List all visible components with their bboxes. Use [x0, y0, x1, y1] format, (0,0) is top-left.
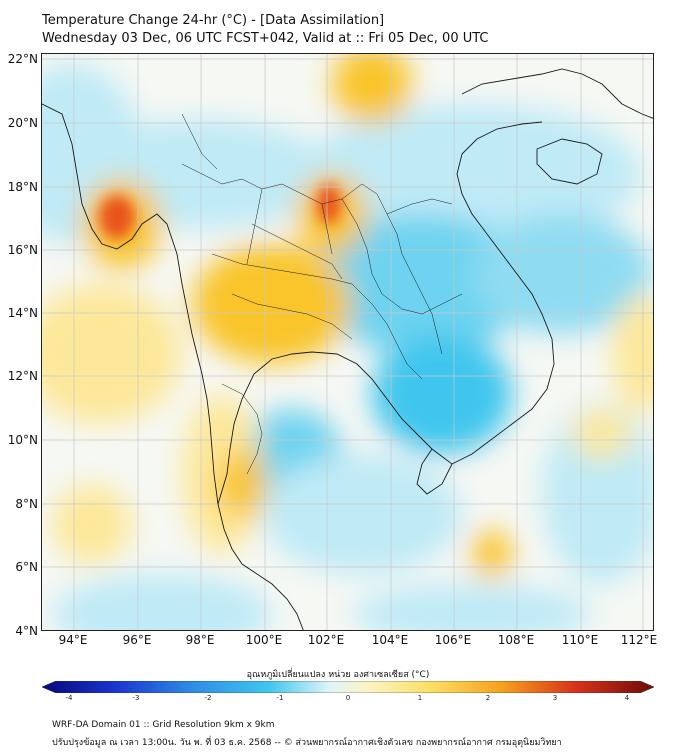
- temperature-map: [42, 54, 653, 630]
- lon-label-108e: 108°E: [497, 633, 535, 647]
- lon-label-106e: 106°E: [434, 633, 472, 647]
- lat-label-18n: 18°N: [7, 180, 38, 194]
- lat-label-10n: 10°N: [7, 433, 38, 447]
- lon-label-110e: 110°E: [561, 633, 599, 647]
- colorbar-tick: -4: [65, 694, 73, 702]
- colorbar-tick: 3: [552, 694, 558, 702]
- colorbar-tick: 1: [417, 694, 423, 702]
- lon-label-112e: 112°E: [620, 633, 658, 647]
- lat-label-12n: 12°N: [7, 369, 38, 383]
- lon-label-104e: 104°E: [371, 633, 409, 647]
- hotspots: [99, 184, 341, 239]
- graticule: [42, 54, 653, 630]
- title-line-1: Temperature Change 24-hr (°C) - [Data As…: [42, 13, 385, 28]
- lat-label-16n: 16°N: [7, 243, 38, 257]
- colorbar-tick: 0: [345, 694, 351, 702]
- colorbar-title: อุณหภูมิเปลี่ยนแปลง หน่วย องศาเซลเซียส (…: [246, 670, 430, 680]
- lon-label-96e: 96°E: [122, 633, 152, 647]
- lat-label-20n: 20°N: [7, 116, 38, 130]
- footer-model-info: WRF-DA Domain 01 :: Grid Resolution 9km …: [52, 720, 275, 730]
- footer-credit: ปรับปรุงข้อมูล ณ เวลา 13:00น. วัน พ. ที่…: [52, 738, 562, 748]
- lat-label-22n: 22°N: [7, 52, 38, 66]
- lon-label-98e: 98°E: [185, 633, 215, 647]
- colorbar-tick: -2: [204, 694, 212, 702]
- colorbar-tick: -1: [276, 694, 284, 702]
- map-title: Temperature Change 24-hr (°C) - [Data As…: [42, 12, 489, 48]
- colorbar: [42, 681, 654, 693]
- lat-label-14n: 14°N: [7, 306, 38, 320]
- colorbar-tick: 2: [485, 694, 491, 702]
- lat-label-8n: 8°N: [15, 497, 38, 511]
- coastlines: [42, 68, 653, 630]
- colorbar-tick: 4: [624, 694, 630, 702]
- colorbar-gradient: [42, 681, 654, 693]
- lon-label-102e: 102°E: [307, 633, 345, 647]
- lat-label-4n: 4°N: [15, 624, 38, 638]
- lon-label-94e: 94°E: [58, 633, 88, 647]
- lat-label-6n: 6°N: [15, 560, 38, 574]
- map-panel: [41, 53, 654, 631]
- colorbar-tick: -3: [132, 694, 140, 702]
- lon-label-100e: 100°E: [245, 633, 283, 647]
- title-line-2: Wednesday 03 Dec, 06 UTC FCST+042, Valid…: [42, 31, 489, 46]
- admin-borders: [181, 113, 463, 475]
